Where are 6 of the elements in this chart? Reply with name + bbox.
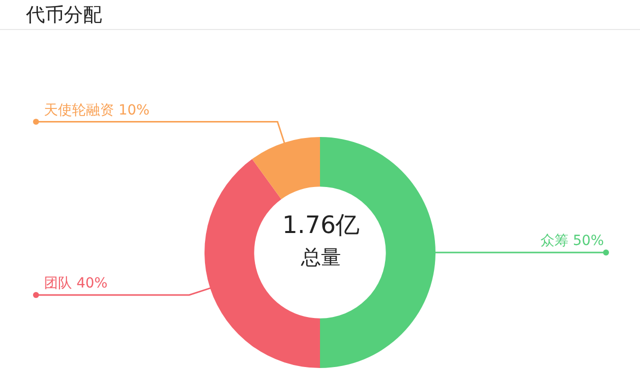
- slice-label: 天使轮融资 10%: [44, 102, 150, 118]
- chart-title: 代币分配: [26, 3, 102, 28]
- text: 1.76亿: [281, 210, 361, 241]
- slice-label: 众筹 50%: [540, 233, 604, 250]
- text: 总量: [300, 244, 342, 271]
- slice-label: 团队 40%: [44, 276, 108, 292]
